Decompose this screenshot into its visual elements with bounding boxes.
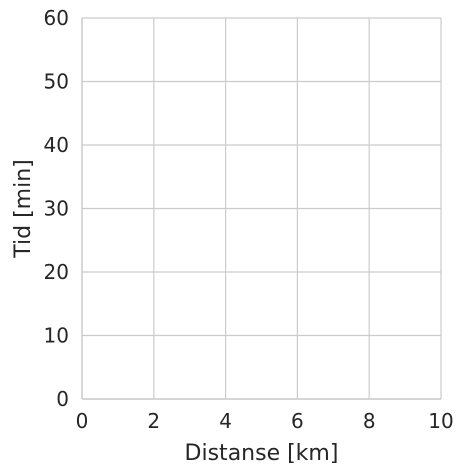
y-tick-label: 30	[44, 197, 69, 221]
y-tick-label: 40	[44, 133, 69, 157]
y-tick-label: 50	[44, 70, 69, 94]
y-tick-label: 60	[44, 6, 69, 30]
grid	[81, 17, 442, 400]
y-tick-label: 20	[44, 260, 69, 284]
x-tick-label: 6	[291, 409, 304, 433]
y-tick-labels: 0 10 20 30 40 50 60	[44, 6, 69, 411]
y-axis-label: Tid [min]	[11, 159, 36, 258]
x-tick-label: 0	[76, 409, 89, 433]
y-tick-label: 10	[44, 324, 69, 348]
x-tick-label: 2	[147, 409, 160, 433]
x-tick-label: 4	[219, 409, 232, 433]
x-tick-label: 10	[428, 409, 453, 433]
x-axis-label: Distanse [km]	[185, 441, 339, 466]
axes-spines	[81, 18, 441, 400]
y-tick-label: 0	[56, 387, 69, 411]
x-tick-label: 8	[363, 409, 376, 433]
x-tick-labels: 0 2 4 6 8 10	[76, 409, 454, 433]
